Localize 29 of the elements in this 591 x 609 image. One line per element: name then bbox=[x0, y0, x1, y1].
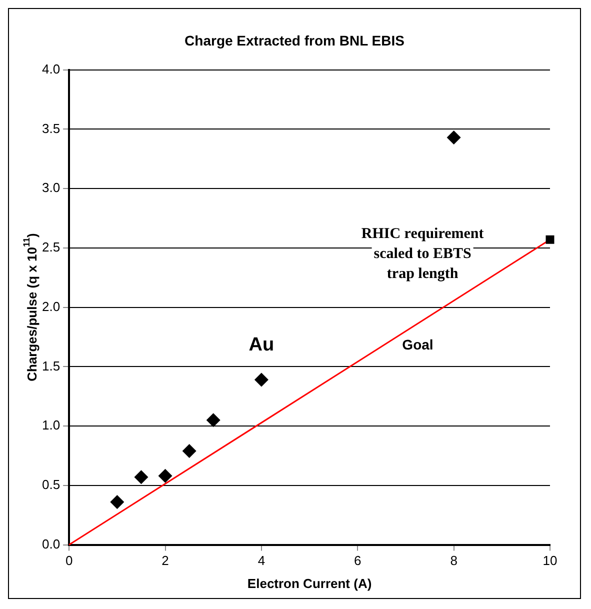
x-tick-label: 0 bbox=[65, 553, 73, 568]
y-tick-label: 1.0 bbox=[42, 418, 60, 433]
y-tick-label: 1.5 bbox=[42, 358, 60, 374]
annotation: RHIC requirement scaled to EBTS trap length bbox=[361, 226, 484, 282]
y-tick-label: 0.5 bbox=[42, 477, 60, 492]
y-tick-label: 2.5 bbox=[42, 240, 60, 255]
point bbox=[446, 130, 461, 144]
x-tick-label: 10 bbox=[542, 553, 558, 568]
x-axis-title: Electron Current (A) bbox=[247, 576, 372, 591]
point bbox=[158, 468, 172, 483]
y-axis-title: Charges/pulse (q x 1011) bbox=[21, 233, 40, 382]
point bbox=[254, 372, 268, 387]
x-tick-label: 8 bbox=[450, 553, 458, 568]
x-tick-label: 6 bbox=[354, 553, 362, 568]
point bbox=[182, 444, 196, 458]
x-tick-label: 2 bbox=[162, 553, 169, 568]
point bbox=[546, 235, 554, 244]
point bbox=[110, 495, 124, 510]
annotation: Au bbox=[248, 334, 274, 356]
y-tick-label: 4.0 bbox=[42, 61, 60, 76]
chart-title: Charge Extracted from BNL EBIS bbox=[184, 32, 404, 48]
y-tick-label: 0.0 bbox=[42, 536, 60, 552]
annotation: Goal bbox=[402, 336, 434, 352]
point bbox=[134, 470, 148, 484]
y-tick-label: 3.0 bbox=[42, 180, 60, 196]
y-tick-label: 2.0 bbox=[42, 298, 60, 314]
point bbox=[206, 413, 220, 428]
x-tick-label: 4 bbox=[258, 553, 266, 568]
y-tick-label: 3.5 bbox=[42, 120, 60, 136]
